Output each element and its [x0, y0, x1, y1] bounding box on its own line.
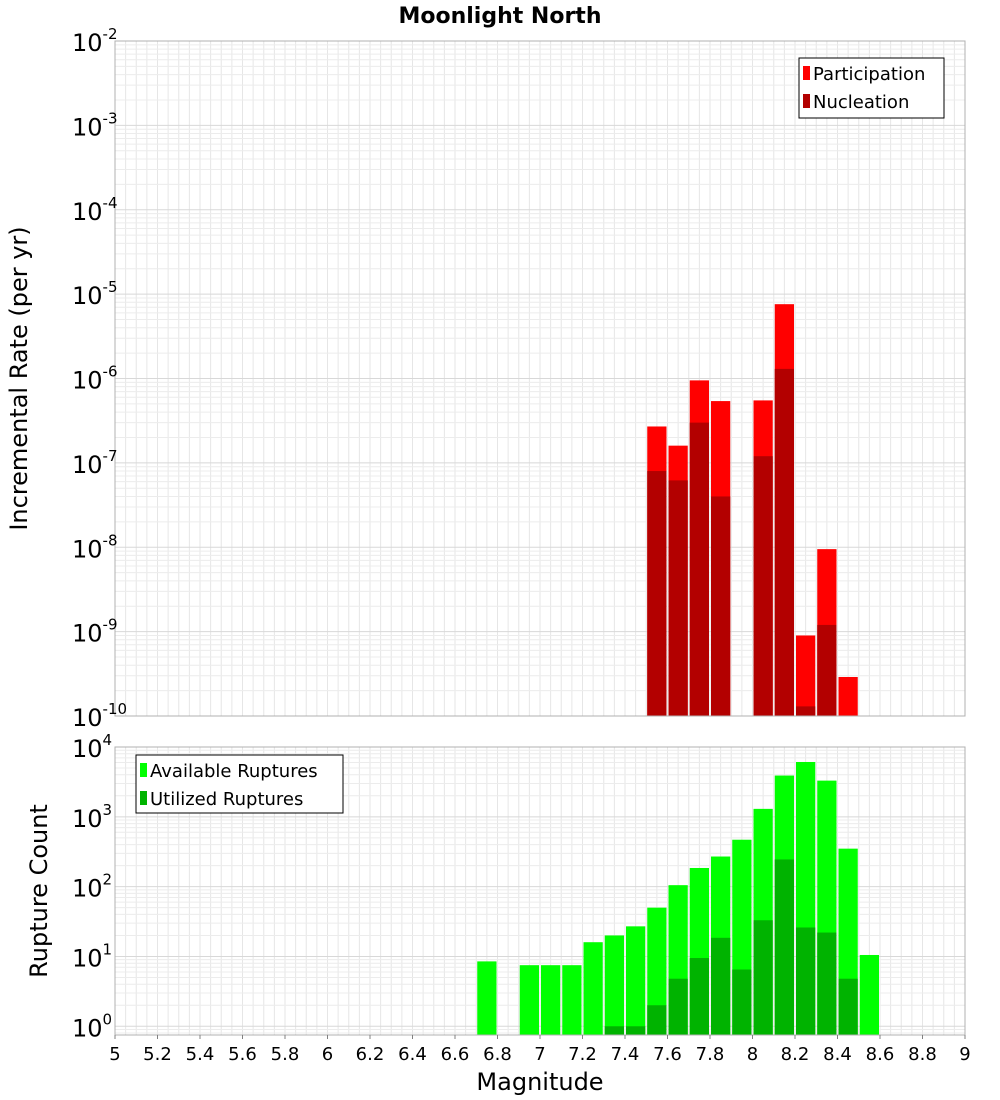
x-tick-label: 7.2: [568, 1044, 597, 1065]
bar: [604, 935, 624, 1035]
bar: [859, 954, 879, 1035]
x-axis-label: Magnitude: [476, 1068, 603, 1096]
y-tick-label: 101: [72, 940, 112, 972]
bar: [774, 368, 794, 716]
bar: [689, 958, 709, 1035]
legend-box: [135, 754, 344, 814]
y-tick-label: 10-2: [72, 25, 118, 57]
x-tick-label: 5.2: [143, 1044, 172, 1065]
x-tick-label: 6.8: [483, 1044, 512, 1065]
x-tick-label: 7: [534, 1044, 545, 1065]
bar: [647, 1005, 667, 1035]
y-tick-label: 10-4: [72, 194, 118, 226]
x-tick-label: 6: [322, 1044, 333, 1065]
legend-swatch: [140, 791, 147, 805]
bar: [562, 965, 582, 1035]
bar: [838, 978, 858, 1035]
legend-box: [798, 57, 945, 119]
y-tick-label: 10-6: [72, 363, 118, 395]
x-tick-label: 7.8: [696, 1044, 725, 1065]
y-tick-label: 10-3: [72, 109, 118, 141]
x-tick-label: 6.6: [441, 1044, 470, 1065]
y-tick-labels: 10-10 10-9 10-8 10-7 10-6 10-5 10-4 10-3 10-2: [72, 25, 127, 732]
bar: [477, 961, 497, 1035]
bar: [519, 965, 539, 1035]
y-tick-label: 10-10: [72, 700, 127, 732]
y-tick-label: 10-9: [72, 616, 118, 648]
x-tick-label: 5.6: [228, 1044, 257, 1065]
bar: [774, 859, 794, 1035]
legend-label: Utilized Ruptures: [150, 789, 303, 810]
bar: [817, 624, 837, 716]
y-tick-labels: 100 101 102 103 104: [72, 731, 112, 1042]
y-tick-label: 10-5: [72, 278, 118, 310]
chart-title: Moonlight North: [398, 4, 601, 29]
bar: [626, 926, 646, 1035]
bar: [796, 927, 816, 1035]
x-tick-label: 9: [959, 1044, 970, 1065]
bar: [583, 942, 603, 1035]
x-tick-label: 6.2: [356, 1044, 385, 1065]
legend-label: Available Ruptures: [150, 761, 318, 782]
y-tick-label: 100: [72, 1010, 112, 1042]
legend-swatch: [803, 66, 810, 80]
y-axis-label: Incremental Rate (per yr): [5, 226, 33, 530]
legend-label: Nucleation: [813, 92, 909, 113]
bar: [668, 978, 688, 1035]
bar: [689, 422, 709, 716]
series-nucleation: [647, 368, 837, 716]
x-tick-label: 6.4: [398, 1044, 427, 1065]
x-tick-label: 8.2: [781, 1044, 810, 1065]
legend-swatch: [140, 763, 147, 777]
bar: [711, 496, 731, 716]
x-axis: 5 5.2 5.4 5.6 5.8 6 6.2 6.4 6.6 6.8 7 7.2 7.4 7.6 7.8 8…: [109, 1035, 971, 1065]
x-tick-label: 5: [109, 1044, 120, 1065]
grid: [114, 40, 966, 717]
bar: [753, 920, 773, 1035]
plot-frame: [114, 40, 966, 717]
bar: [817, 932, 837, 1035]
series-utilized-ruptures: [604, 859, 858, 1035]
bar: [732, 969, 752, 1035]
y-tick-label: 103: [72, 801, 112, 833]
bar: [626, 1026, 646, 1035]
x-tick-label: 8.8: [908, 1044, 937, 1065]
bar: [796, 635, 816, 716]
y-axis-label: Rupture Count: [25, 804, 53, 978]
bar: [711, 937, 731, 1035]
x-tick-label: 5.4: [186, 1044, 215, 1065]
legend: Available Ruptures Utilized Ruptures: [135, 754, 344, 814]
count-panel: 100 101 102 103 104 Rupture Count Available Ru…: [25, 731, 966, 1042]
legend-label: Participation: [813, 64, 925, 85]
x-tick-label: 8.4: [823, 1044, 852, 1065]
bar: [796, 706, 816, 716]
y-tick-label: 102: [72, 871, 112, 903]
bar: [647, 471, 667, 716]
bar: [668, 480, 688, 716]
bar: [647, 907, 667, 1035]
y-tick-label: 10-7: [72, 447, 118, 479]
x-tick-label: 7.4: [611, 1044, 640, 1065]
bar: [838, 676, 858, 716]
x-tick-label: 8.6: [866, 1044, 895, 1065]
legend: Participation Nucleation: [798, 57, 945, 119]
x-tick-label: 8: [747, 1044, 758, 1065]
bar: [604, 1026, 624, 1035]
legend-swatch: [803, 94, 810, 108]
bar: [541, 965, 561, 1035]
x-tick-label: 5.8: [271, 1044, 300, 1065]
y-tick-label: 104: [72, 731, 112, 763]
bar: [753, 456, 773, 716]
rate-panel: 10-10 10-9 10-8 10-7 10-6 10-5 10-4 10-3 10-2 Inc…: [5, 25, 966, 732]
y-tick-label: 10-8: [72, 531, 118, 563]
x-tick-label: 7.6: [653, 1044, 682, 1065]
